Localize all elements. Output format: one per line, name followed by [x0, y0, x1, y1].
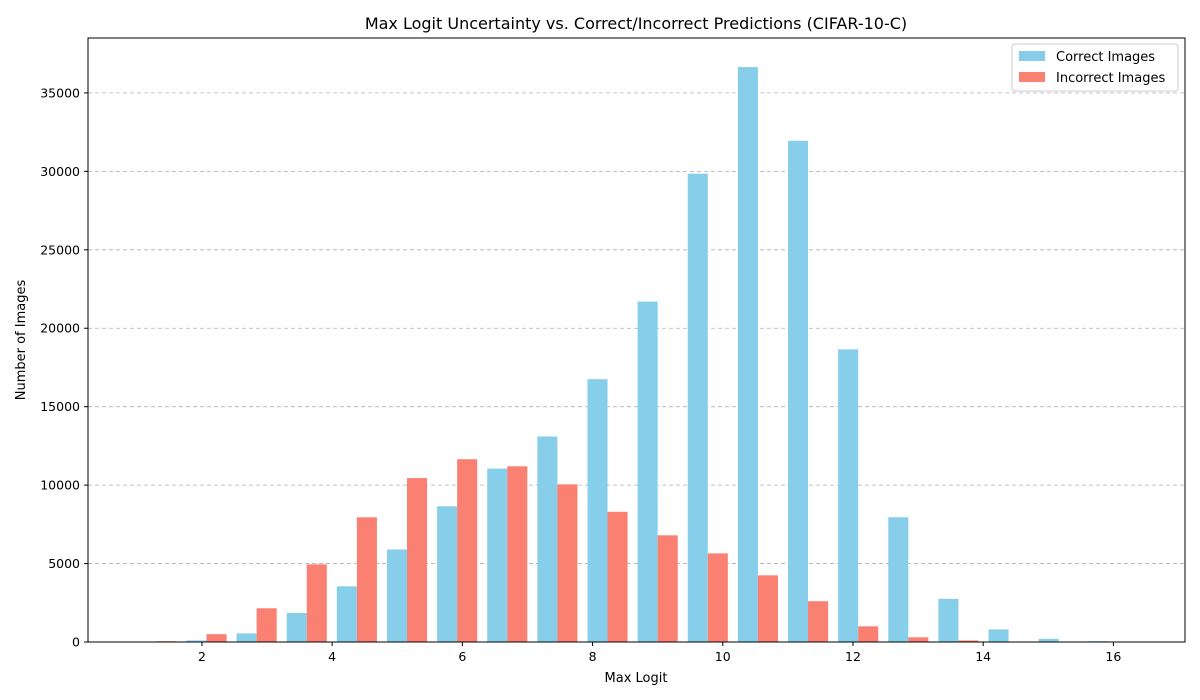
bar-incorrect — [707, 553, 728, 642]
bar-incorrect — [908, 637, 929, 642]
bar-incorrect — [858, 626, 879, 642]
y-tick-label: 30000 — [40, 164, 80, 179]
x-tick-label: 14 — [975, 649, 991, 664]
x-tick-label: 12 — [845, 649, 861, 664]
legend-label-correct: Correct Images — [1056, 50, 1155, 65]
chart-title: Max Logit Uncertainty vs. Correct/Incorr… — [365, 14, 907, 33]
bar-correct — [737, 67, 758, 642]
bars — [156, 67, 1109, 643]
x-tick-label: 6 — [458, 649, 466, 664]
y-tick-label: 0 — [72, 635, 80, 650]
legend-label-incorrect: Incorrect Images — [1056, 71, 1165, 86]
bar-correct — [838, 349, 859, 642]
bar-incorrect — [306, 564, 327, 642]
bar-correct — [637, 301, 658, 642]
plot-frame — [87, 37, 1186, 643]
y-axis-ticks: 0 5000 10000 15000 20000 25000 30000 35000 — [40, 85, 88, 650]
bar-correct — [787, 140, 809, 643]
bar-incorrect — [457, 459, 478, 642]
bar-correct — [687, 173, 708, 642]
bar-incorrect — [557, 484, 578, 642]
legend-box — [1011, 43, 1179, 92]
bar-incorrect — [757, 575, 778, 642]
x-tick-label: 10 — [715, 649, 731, 664]
bar-correct — [988, 629, 1009, 642]
bar-incorrect — [657, 535, 678, 642]
bar-incorrect — [808, 601, 829, 642]
x-tick-label: 8 — [589, 649, 597, 664]
bar-correct — [537, 436, 558, 642]
bar-incorrect — [256, 608, 277, 642]
bar-correct — [1038, 638, 1059, 642]
bar-correct — [437, 506, 458, 642]
y-tick-label: 25000 — [40, 242, 80, 257]
bar-correct — [336, 586, 357, 642]
bar-incorrect — [507, 466, 528, 642]
bar-correct — [888, 517, 909, 642]
gridlines — [88, 92, 1185, 643]
y-tick-label: 15000 — [40, 399, 80, 414]
bar-incorrect — [356, 517, 377, 642]
bar-correct — [938, 598, 959, 642]
x-tick-label: 2 — [198, 649, 206, 664]
legend-swatch-correct — [1019, 51, 1045, 61]
x-tick-label: 4 — [328, 649, 336, 664]
y-tick-label: 20000 — [40, 321, 80, 336]
y-tick-label: 10000 — [40, 478, 80, 493]
bar-incorrect — [958, 640, 979, 642]
legend: Correct Images Incorrect Images — [1011, 43, 1179, 92]
bar-correct — [386, 549, 408, 642]
legend-swatch-incorrect — [1019, 72, 1045, 82]
bar-correct — [487, 468, 508, 642]
x-tick-label: 16 — [1105, 649, 1121, 664]
y-tick-label: 5000 — [48, 556, 80, 571]
bar-correct — [286, 612, 307, 642]
x-axis-ticks: 2 4 6 8 10 12 14 16 — [198, 642, 1121, 664]
x-axis-label: Max Logit — [605, 671, 668, 686]
bar-incorrect — [206, 634, 227, 642]
bar-incorrect — [407, 478, 428, 642]
y-axis-label: Number of Images — [14, 280, 29, 401]
bar-correct — [236, 633, 257, 642]
bar-correct — [186, 640, 207, 642]
bar-incorrect — [607, 511, 628, 642]
y-tick-label: 35000 — [40, 85, 80, 100]
bar-correct — [587, 379, 608, 642]
